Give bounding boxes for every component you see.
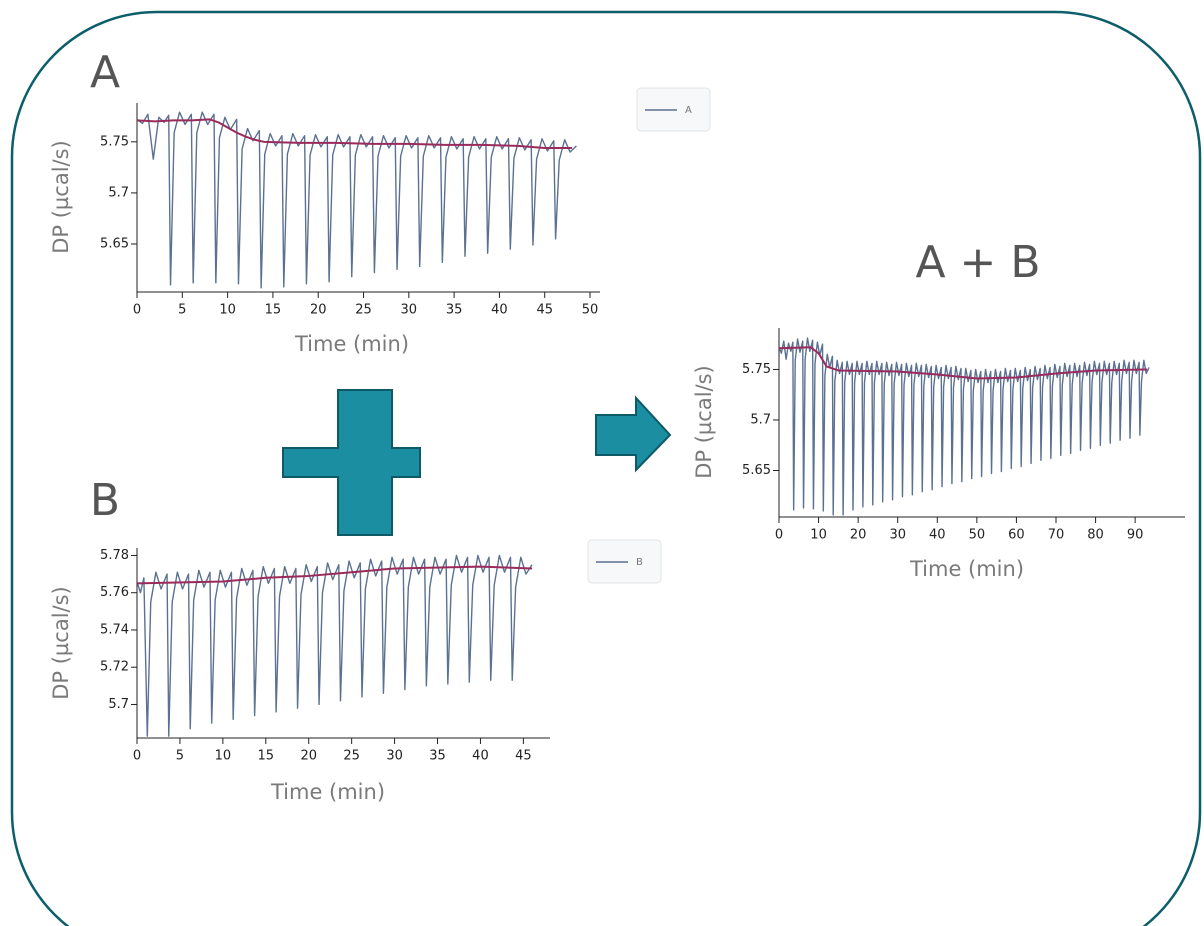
- x-tick-label: 20: [850, 528, 867, 543]
- x-tick-label: 10: [219, 303, 236, 318]
- x-tick-label: 50: [582, 303, 599, 318]
- plot-area: [137, 554, 533, 737]
- legend-label: A: [685, 105, 692, 116]
- x-tick-label: 40: [472, 749, 489, 764]
- x-tick-label: 35: [446, 303, 463, 318]
- x-tick-label: 50: [969, 528, 986, 543]
- y-tick-label: 5.75: [100, 134, 129, 149]
- x-tick-label: 5: [176, 749, 184, 764]
- x-tick-label: 70: [1048, 528, 1065, 543]
- x-tick-label: 25: [343, 749, 360, 764]
- x-tick-label: 5: [178, 303, 186, 318]
- baseline-line: [137, 565, 533, 585]
- y-tick-label: 5.7: [750, 412, 771, 427]
- baseline-line: [779, 346, 1148, 380]
- x-tick-label: 30: [889, 528, 906, 543]
- signal-line: [779, 337, 1150, 516]
- y-tick-label: 5.78: [100, 548, 129, 563]
- x-tick-label: 0: [133, 749, 141, 764]
- x-tick-label: 10: [810, 528, 827, 543]
- x-tick-label: 35: [429, 749, 446, 764]
- legend-label: B: [636, 557, 643, 568]
- x-tick-label: 20: [300, 749, 317, 764]
- x-tick-label: 15: [265, 303, 282, 318]
- y-tick-label: 5.65: [100, 236, 129, 251]
- x-tick-label: 45: [536, 303, 553, 318]
- x-tick-label: 40: [491, 303, 508, 318]
- x-tick-label: 30: [386, 749, 403, 764]
- y-axis-label: DP (µcal/s): [49, 586, 73, 700]
- y-tick-label: 5.76: [100, 585, 129, 600]
- x-tick-label: 90: [1127, 528, 1144, 543]
- plus-sign: [282, 389, 421, 536]
- x-tick-label: 80: [1087, 528, 1104, 543]
- x-tick-label: 15: [258, 749, 275, 764]
- x-tick-label: 0: [133, 303, 141, 318]
- y-tick-label: 5.74: [100, 622, 129, 637]
- panel-title: B: [90, 475, 120, 526]
- x-tick-label: 25: [355, 303, 372, 318]
- x-tick-label: 60: [1008, 528, 1025, 543]
- x-tick-label: 20: [310, 303, 327, 318]
- x-axis-label: Time (min): [294, 332, 409, 356]
- y-tick-label: 5.7: [108, 185, 129, 200]
- x-axis-label: Time (min): [270, 780, 385, 804]
- frame: [10, 10, 1202, 926]
- signal-line: [137, 554, 533, 737]
- y-axis-label: DP (µcal/s): [692, 365, 716, 479]
- x-tick-label: 10: [215, 749, 232, 764]
- baseline-line: [137, 118, 572, 149]
- x-tick-label: 30: [401, 303, 418, 318]
- x-tick-label: 40: [929, 528, 946, 543]
- plot-area: [779, 337, 1150, 516]
- plot-area: [137, 111, 577, 289]
- y-tick-label: 5.72: [100, 660, 129, 675]
- x-tick-label: 45: [515, 749, 532, 764]
- y-tick-label: 5.65: [742, 463, 771, 478]
- y-tick-label: 5.7: [108, 697, 129, 712]
- signal-line: [137, 111, 577, 289]
- panel-title: A + B: [915, 237, 1040, 288]
- panel-title: A: [90, 47, 120, 98]
- arrow: [595, 395, 672, 473]
- y-axis-label: DP (µcal/s): [49, 140, 73, 254]
- y-tick-label: 5.75: [742, 362, 771, 377]
- x-axis-label: Time (min): [909, 557, 1024, 581]
- x-tick-label: 0: [775, 528, 783, 543]
